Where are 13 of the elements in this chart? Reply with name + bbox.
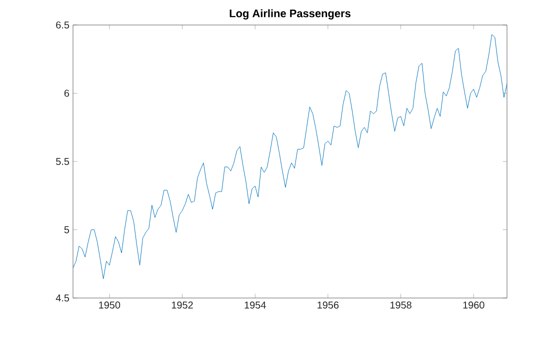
x-tick-label: 1960 <box>463 302 484 309</box>
y-tick-label: 4.5 <box>56 294 70 302</box>
x-tick-label: 1950 <box>99 302 120 309</box>
chart-title: Log Airline Passengers <box>230 9 350 20</box>
x-tick-label: 1954 <box>244 302 266 309</box>
x-tick-label: 1958 <box>390 302 412 309</box>
x-tick-label: 1952 <box>172 302 193 309</box>
x-tick-label: 1956 <box>318 302 339 309</box>
y-tick-label: 5 <box>64 226 70 234</box>
line-series <box>73 34 508 280</box>
y-tick-label: 5.5 <box>56 158 70 165</box>
y-tick-label: 6 <box>64 90 70 97</box>
y-tick-label: 6.5 <box>56 21 70 29</box>
